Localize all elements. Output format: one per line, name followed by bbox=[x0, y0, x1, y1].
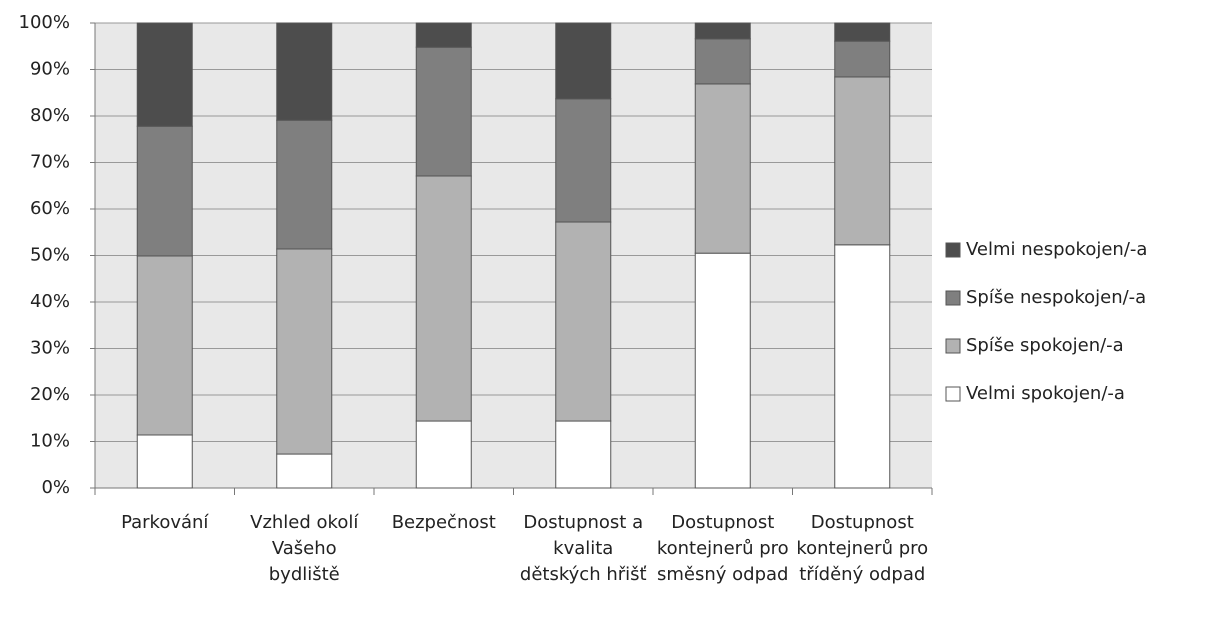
label-line: kontejnerů pro bbox=[657, 538, 789, 559]
bar-segment bbox=[276, 119, 333, 250]
bar-segment bbox=[276, 248, 333, 455]
x-tick-label: Bezpečnost bbox=[392, 512, 496, 533]
y-tick-label: 50% bbox=[30, 245, 70, 266]
x-tick-label: Vzhled okolí Vašeho bydliště bbox=[250, 512, 359, 585]
label-line: Dostupnost bbox=[811, 512, 914, 533]
bar-segment bbox=[694, 83, 751, 254]
legend-label: Spíše spokojen/-a bbox=[966, 335, 1124, 356]
bar-segment bbox=[834, 244, 891, 489]
y-tick-label: 30% bbox=[30, 338, 70, 359]
bar-segment bbox=[834, 76, 891, 246]
bar-segment bbox=[694, 22, 751, 40]
bar-segment bbox=[276, 453, 333, 489]
bar-segment bbox=[834, 22, 891, 42]
label-line: Vašeho bbox=[272, 538, 337, 559]
y-tick-label: 40% bbox=[30, 291, 70, 312]
bar-segment bbox=[415, 420, 472, 489]
y-tick-label: 10% bbox=[30, 431, 70, 452]
bar-segment bbox=[415, 175, 472, 422]
y-tick-label: 80% bbox=[30, 105, 70, 126]
bar-segment bbox=[136, 22, 193, 127]
y-tick-label: 60% bbox=[30, 198, 70, 219]
legend-label: Velmi spokojen/-a bbox=[966, 383, 1125, 404]
bar-segment bbox=[136, 434, 193, 489]
bar-segment bbox=[555, 98, 612, 223]
bar-segment bbox=[276, 22, 333, 121]
legend-swatch bbox=[945, 290, 961, 306]
bar-segment bbox=[136, 125, 193, 257]
legend-label: Spíše nespokojen/-a bbox=[966, 287, 1146, 308]
label-line: kvalita bbox=[553, 538, 613, 559]
y-tick-label: 90% bbox=[30, 59, 70, 80]
label-line: směsný odpad bbox=[657, 564, 788, 585]
label-line: Bezpečnost bbox=[392, 512, 496, 533]
y-tick-label: 100% bbox=[19, 12, 70, 33]
label-line: tříděný odpad bbox=[799, 564, 925, 585]
label-line: dětských hřišť bbox=[520, 564, 647, 585]
bar-segment bbox=[555, 22, 612, 100]
bar-segment bbox=[136, 255, 193, 436]
label-line: Vzhled okolí bbox=[250, 512, 359, 533]
bar-segment bbox=[555, 221, 612, 422]
label-line: kontejnerů pro bbox=[796, 538, 928, 559]
bar-segment bbox=[555, 420, 612, 489]
label-line: bydliště bbox=[269, 564, 340, 585]
label-line: Parkování bbox=[121, 512, 209, 533]
legend-swatch bbox=[945, 386, 961, 402]
bar-segment bbox=[694, 38, 751, 85]
label-line: Dostupnost bbox=[671, 512, 774, 533]
bar-segment bbox=[694, 252, 751, 489]
legend-swatch bbox=[945, 242, 961, 258]
bar-segment bbox=[415, 46, 472, 177]
legend-swatch bbox=[945, 338, 961, 354]
y-tick-label: 70% bbox=[30, 152, 70, 173]
x-tick-label: Dostupnost a kvalita dětských hřišť bbox=[520, 512, 647, 585]
x-tick-label: Dostupnost kontejnerů pro tříděný odpad bbox=[796, 512, 928, 585]
x-tick-label: Dostupnost kontejnerů pro směsný odpad bbox=[657, 512, 789, 585]
x-tick-label: Parkování bbox=[121, 512, 209, 533]
y-tick-label: 0% bbox=[41, 477, 70, 498]
legend-label: Velmi nespokojen/-a bbox=[966, 239, 1147, 260]
y-tick-label: 20% bbox=[30, 384, 70, 405]
label-line: Dostupnost a bbox=[523, 512, 643, 533]
bar-segment bbox=[834, 40, 891, 78]
bar-segment bbox=[415, 22, 472, 48]
